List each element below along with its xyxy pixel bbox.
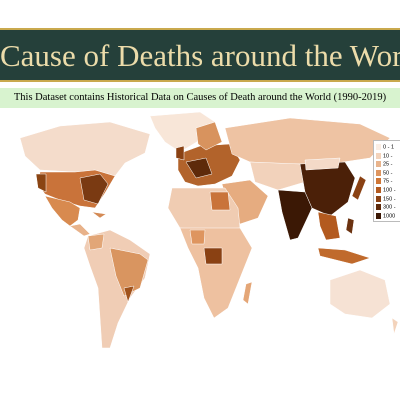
egypt	[209, 191, 231, 211]
philippines	[345, 217, 355, 235]
legend-label: 0 - 1	[383, 144, 395, 151]
title: Cause of Deaths around the World	[0, 38, 400, 73]
legend-item: 100 -	[376, 187, 396, 195]
colombia	[87, 233, 105, 251]
legend-label: 10 -	[383, 153, 393, 160]
legend-swatch	[376, 178, 381, 185]
legend-item: 25 -	[376, 161, 392, 169]
legend-swatch	[376, 152, 381, 159]
legend: 0 - 1 10 -25 - 50 -75 - 100 - 150 -300 - 1000	[373, 140, 400, 222]
brazil-south	[123, 285, 135, 303]
legend-swatch	[376, 204, 381, 211]
legend-item: 75 -	[376, 178, 392, 186]
world-map	[19, 111, 399, 349]
legend-label: 75 -	[383, 178, 393, 185]
congo	[203, 247, 223, 265]
legend-swatch	[376, 187, 381, 193]
nigeria	[189, 229, 206, 245]
usa-west	[35, 173, 47, 193]
central-america	[69, 223, 91, 237]
europe-core	[185, 157, 213, 179]
brazil	[109, 247, 149, 297]
central-asia	[249, 161, 306, 191]
russia	[224, 117, 391, 165]
legend-item: 1000	[376, 212, 396, 221]
europe	[177, 143, 241, 187]
subtitle: This Dataset contains Historical Data on…	[13, 92, 387, 103]
indonesia	[317, 247, 371, 265]
madagascar	[242, 281, 253, 305]
mongolia	[304, 157, 341, 171]
legend-item: 0 - 1	[376, 144, 394, 152]
legend-swatch	[376, 144, 381, 150]
africa-central	[179, 227, 253, 319]
legend-label: 1000	[383, 213, 396, 220]
legend-item: 150 -	[376, 195, 396, 204]
canada	[19, 121, 151, 177]
australia	[329, 269, 391, 319]
legend-label: 25 -	[383, 161, 393, 168]
legend-swatch	[376, 195, 381, 202]
uk	[175, 145, 185, 161]
usa-east	[79, 173, 109, 205]
china	[299, 161, 356, 217]
india	[277, 189, 313, 241]
legend-item: 10 -	[376, 152, 393, 161]
new-zealand	[391, 317, 399, 335]
title-banner: Cause of Deaths around the World	[0, 28, 400, 82]
scandinavia	[195, 121, 223, 151]
subtitle-band: This Dataset contains Historical Data on…	[0, 88, 400, 108]
legend-label: 100 -	[383, 187, 396, 194]
legend-label: 150 -	[383, 196, 396, 203]
legend-item: 300 -	[376, 204, 396, 212]
legend-swatch	[376, 212, 381, 219]
mexico	[44, 195, 81, 227]
legend-swatch	[376, 161, 381, 168]
greenland	[149, 111, 216, 153]
caribbean	[91, 211, 107, 219]
legend-label: 300 -	[383, 204, 396, 211]
legend-item: 50 -	[376, 169, 393, 178]
legend-label: 50 -	[383, 170, 393, 177]
legend-swatch	[376, 169, 381, 176]
japan	[351, 175, 367, 201]
se-asia	[317, 211, 341, 241]
